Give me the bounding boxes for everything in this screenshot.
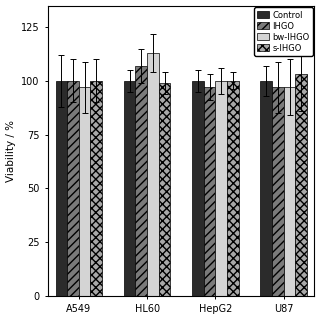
Bar: [204, 87, 215, 296]
Bar: [91, 81, 102, 296]
Y-axis label: Viability / %: Viability / %: [5, 120, 16, 182]
Bar: [67, 81, 79, 296]
Bar: [159, 83, 170, 296]
Legend: Control, IHGO, bw-IHGO, s-IHGO: Control, IHGO, bw-IHGO, s-IHGO: [254, 7, 313, 56]
Bar: [295, 75, 307, 296]
Bar: [284, 87, 295, 296]
Bar: [272, 87, 284, 296]
Bar: [192, 81, 204, 296]
Bar: [124, 81, 135, 296]
Bar: [227, 81, 239, 296]
Bar: [79, 87, 91, 296]
Bar: [135, 66, 147, 296]
Bar: [147, 53, 159, 296]
Bar: [215, 81, 227, 296]
Bar: [260, 81, 272, 296]
Bar: [56, 81, 67, 296]
